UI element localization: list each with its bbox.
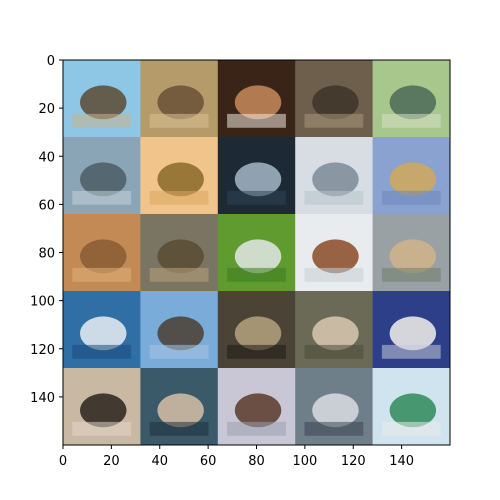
tile-ground [72,190,132,205]
image-tile-ship [372,137,451,215]
airplane-silhouette [389,85,437,120]
tile-ground [381,113,441,128]
x-tick-label: 40 [151,454,168,469]
horse-silhouette [312,239,359,274]
tile-ground [149,190,209,205]
tile-ground [304,113,364,128]
y-tick-label: 120 [30,343,55,358]
image-tile-ship [63,368,141,446]
tile-ground [149,267,209,282]
cat-silhouette [312,162,359,197]
image-tile-dog [217,60,296,138]
ship-silhouette [80,162,127,197]
frog-silhouette [157,162,204,197]
tile-ground [72,421,132,436]
image-tile-horse [372,291,451,369]
tile-ground [304,344,364,359]
image-tile-airplane [63,291,141,369]
bird-silhouette [80,85,127,120]
horse-silhouette [389,316,437,351]
tile-ground [72,344,132,359]
x-tick-label: 100 [292,454,317,469]
x-tick-label: 140 [389,454,414,469]
image-tile-cat [63,214,141,292]
tile-ground [304,267,364,282]
image-tile-cat [295,137,374,215]
image-tile-frog [217,291,296,369]
horse-silhouette [312,316,359,351]
y-tick-label: 140 [30,391,55,406]
tile-ground [381,421,441,436]
airplane-silhouette [234,239,282,274]
image-tile-bird [140,291,219,369]
image-tile-horse [295,291,374,369]
tile-ground [149,113,209,128]
x-tick-label: 120 [341,454,366,469]
x-axis: 0 20 40 60 80 100 120 140 [59,445,414,469]
image-tile-horse [217,368,296,446]
image-tile-bird [63,60,141,138]
airplane-silhouette [80,316,127,351]
ship-silhouette [234,162,282,197]
ship-silhouette [80,393,127,428]
image-tile-cat [140,368,219,446]
cat-silhouette [80,239,127,274]
image-tile-horse [372,214,451,292]
tile-ground [227,113,286,128]
dog-silhouette [234,85,282,120]
image-tile-automobile [295,368,374,446]
y-tick-label: 20 [38,102,55,117]
image-grid [63,60,451,446]
horse-silhouette [389,239,437,274]
image-tile-ship [63,137,141,215]
tile-ground [227,267,286,282]
image-tile-horse [295,214,374,292]
image-tile-ship [217,137,296,215]
tile-ground [227,190,286,205]
y-tick-label: 60 [38,198,55,213]
deer-silhouette [312,85,359,120]
tile-ground [72,267,132,282]
y-tick-label: 100 [30,295,55,310]
y-tick-label: 40 [38,150,55,165]
image-tile-airplane [372,60,451,138]
tile-ground [227,344,286,359]
x-tick-label: 60 [200,454,217,469]
tile-ground [149,421,209,436]
tile-ground [149,344,209,359]
image-tile-truck [372,368,451,446]
x-tick-label: 80 [248,454,265,469]
ship-silhouette [389,162,437,197]
tile-ground [72,113,132,128]
bird-silhouette [157,239,204,274]
cat-silhouette [157,393,204,428]
tile-ground [381,344,441,359]
frog-silhouette [234,316,282,351]
tile-ground [381,190,441,205]
x-tick-label: 0 [59,454,67,469]
bird-silhouette [157,316,204,351]
automobile-silhouette [312,393,359,428]
y-axis: 0 20 40 60 80 100 120 140 [30,54,63,406]
frog-silhouette [157,85,204,120]
image-tile-frog [140,137,219,215]
image-tile-airplane [217,214,296,292]
image-tile-frog [140,60,219,138]
truck-silhouette [389,393,437,428]
y-tick-label: 80 [38,247,55,262]
tile-ground [304,421,364,436]
tile-ground [381,267,441,282]
tile-ground [227,421,286,436]
image-tile-bird [140,214,219,292]
image-tile-deer [295,60,374,138]
tile-ground [304,190,364,205]
x-tick-label: 20 [103,454,120,469]
y-tick-label: 0 [47,54,55,69]
horse-silhouette [234,393,282,428]
